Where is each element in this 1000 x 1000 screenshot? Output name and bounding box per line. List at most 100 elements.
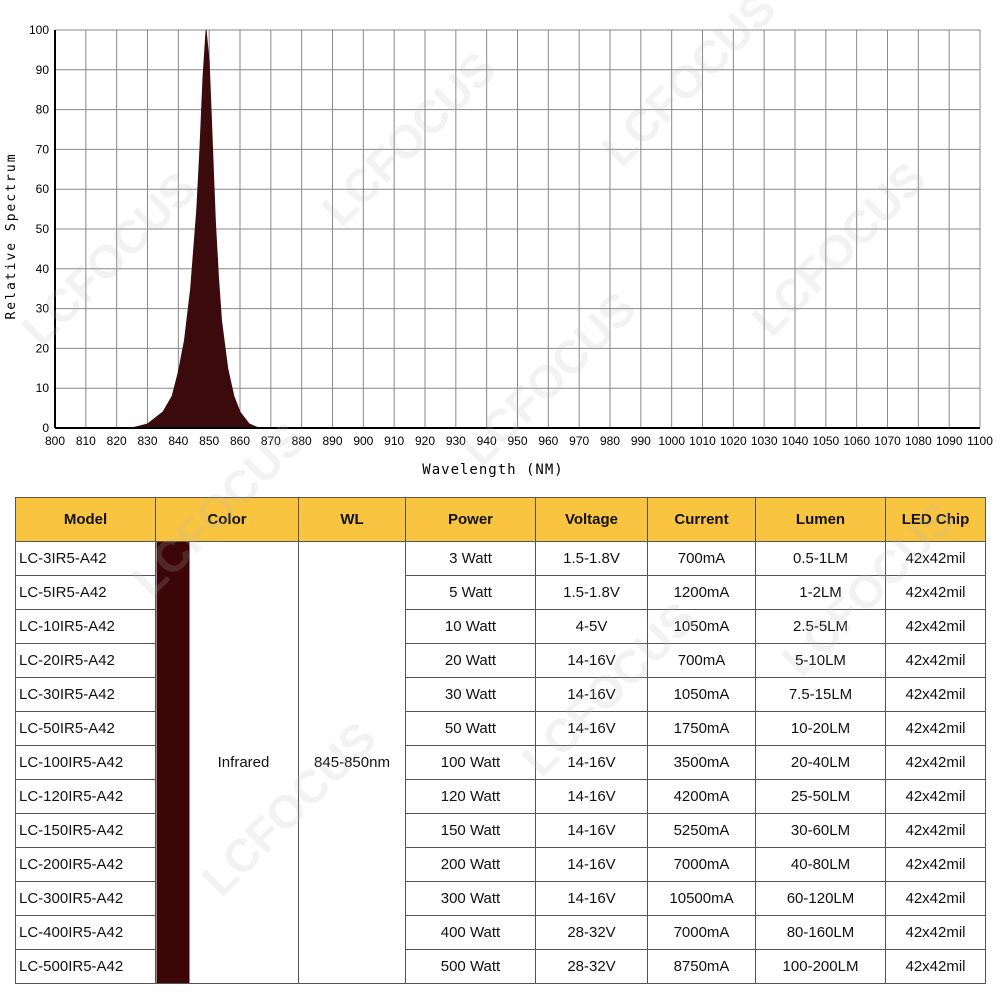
x-tick-label: 1010: [689, 434, 716, 448]
data-cell: 14-16V: [535, 813, 648, 848]
data-cell: 42x42mil: [885, 881, 986, 916]
data-cell: 14-16V: [535, 643, 648, 678]
data-cell: 500 Watt: [405, 949, 536, 984]
model-cell: LC-400IR5-A42: [15, 915, 156, 950]
data-cell: 50 Watt: [405, 711, 536, 746]
data-cell: 14-16V: [535, 677, 648, 712]
data-cell: 28-32V: [535, 949, 648, 984]
data-cell: 80-160LM: [755, 915, 886, 950]
data-cell: 28-32V: [535, 915, 648, 950]
data-cell: 14-16V: [535, 745, 648, 780]
model-cell: LC-300IR5-A42: [15, 881, 156, 916]
x-tick-label: 1050: [812, 434, 839, 448]
data-cell: 7.5-15LM: [755, 677, 886, 712]
y-tick-label: 20: [36, 341, 50, 355]
table-row: LC-20IR5-A42 20 Watt 14-16V 700mA 5-10LM 42x4…: [15, 643, 986, 678]
x-tick-label: 990: [631, 434, 651, 448]
table-row: LC-500IR5-A42 500 Watt 28-32V 8750mA 100-200…: [15, 949, 986, 984]
model-cell: LC-30IR5-A42: [15, 677, 156, 712]
header-cell: WL: [298, 497, 406, 542]
data-cell: 200 Watt: [405, 847, 536, 882]
x-tick-label: 850: [199, 434, 219, 448]
data-cell: 300 Watt: [405, 881, 536, 916]
chart: Relative Spectrum Wavelength (NM) 010203…: [4, 23, 993, 478]
data-cell: 1750mA: [647, 711, 756, 746]
data-cell: 42x42mil: [885, 609, 986, 644]
y-tick-label: 30: [36, 302, 50, 316]
header-cell: Model: [15, 497, 156, 542]
x-tick-label: 1100: [967, 434, 993, 448]
data-cell: 120 Watt: [405, 779, 536, 814]
data-cell: 40-80LM: [755, 847, 886, 882]
x-tick-label: 1000: [658, 434, 685, 448]
data-cell: 10-20LM: [755, 711, 886, 746]
data-cell: 700mA: [647, 643, 756, 678]
data-cell: 1-2LM: [755, 575, 886, 610]
header-cell: Lumen: [755, 497, 886, 542]
data-cell: 42x42mil: [885, 575, 986, 610]
table-row: LC-200IR5-A42 200 Watt 14-16V 7000mA 40-80LM…: [15, 847, 986, 882]
model-cell: LC-20IR5-A42: [15, 643, 156, 678]
data-cell: 4-5V: [535, 609, 648, 644]
data-cell: 30-60LM: [755, 813, 886, 848]
data-cell: 42x42mil: [885, 677, 986, 712]
x-tick-label: 1020: [720, 434, 747, 448]
data-cell: 20-40LM: [755, 745, 886, 780]
data-cell: 3 Watt: [405, 541, 536, 576]
table-row: LC-10IR5-A42 10 Watt 4-5V 1050mA 2.5-5LM 42x4…: [15, 609, 986, 644]
table-row: LC-3IR5-A42 Infrared 845-850nm 3 Watt 1.5-1.…: [15, 541, 986, 984]
model-cell: LC-3IR5-A42: [15, 541, 156, 576]
y-tick-label: 100: [29, 23, 49, 37]
data-cell: 8750mA: [647, 949, 756, 984]
x-tick-label: 1060: [843, 434, 870, 448]
model-cell: LC-150IR5-A42: [15, 813, 156, 848]
x-tick-label: 1080: [905, 434, 932, 448]
model-cell: LC-500IR5-A42: [15, 949, 156, 984]
data-cell: 14-16V: [535, 881, 648, 916]
x-tick-label: 810: [76, 434, 96, 448]
data-cell: 14-16V: [535, 847, 648, 882]
data-cell: 5250mA: [647, 813, 756, 848]
data-cell: 42x42mil: [885, 813, 986, 848]
data-cell: 42x42mil: [885, 779, 986, 814]
x-tick-label: 820: [107, 434, 127, 448]
x-tick-label: 830: [137, 434, 157, 448]
data-cell: 5-10LM: [755, 643, 886, 678]
y-tick-label: 80: [36, 103, 50, 117]
data-cell: 14-16V: [535, 779, 648, 814]
table-row: LC-50IR5-A42 50 Watt 14-16V 1750mA 10-20LM 42…: [15, 711, 986, 746]
wl-cell: 845-850nm: [298, 541, 406, 984]
data-cell: 0.5-1LM: [755, 541, 886, 576]
data-cell: 10500mA: [647, 881, 756, 916]
model-cell: LC-50IR5-A42: [15, 711, 156, 746]
data-cell: 1.5-1.8V: [535, 575, 648, 610]
y-tick-label: 0: [42, 421, 49, 435]
data-cell: 42x42mil: [885, 745, 986, 780]
data-cell: 100-200LM: [755, 949, 886, 984]
x-tick-label: 800: [45, 434, 65, 448]
data-cell: 42x42mil: [885, 949, 986, 984]
data-cell: 10 Watt: [405, 609, 536, 644]
data-cell: 25-50LM: [755, 779, 886, 814]
data-cell: 42x42mil: [885, 847, 986, 882]
model-cell: LC-200IR5-A42: [15, 847, 156, 882]
data-cell: 1050mA: [647, 677, 756, 712]
header-cell: LED Chip: [885, 497, 986, 542]
x-tick-label: 960: [538, 434, 558, 448]
color-cell: Infrared: [155, 541, 299, 984]
x-tick-label: 880: [292, 434, 312, 448]
data-cell: 42x42mil: [885, 915, 986, 950]
x-tick-label: 970: [569, 434, 589, 448]
model-cell: LC-120IR5-A42: [15, 779, 156, 814]
header-cell: Color: [155, 497, 299, 542]
y-tick-label: 90: [36, 63, 50, 77]
x-tick-label: 870: [261, 434, 281, 448]
model-cell: LC-5IR5-A42: [15, 575, 156, 610]
x-tick-label: 930: [446, 434, 466, 448]
x-tick-label: 920: [415, 434, 435, 448]
data-cell: 7000mA: [647, 915, 756, 950]
x-tick-label: 1030: [751, 434, 778, 448]
y-tick-label: 70: [36, 142, 50, 156]
data-cell: 700mA: [647, 541, 756, 576]
